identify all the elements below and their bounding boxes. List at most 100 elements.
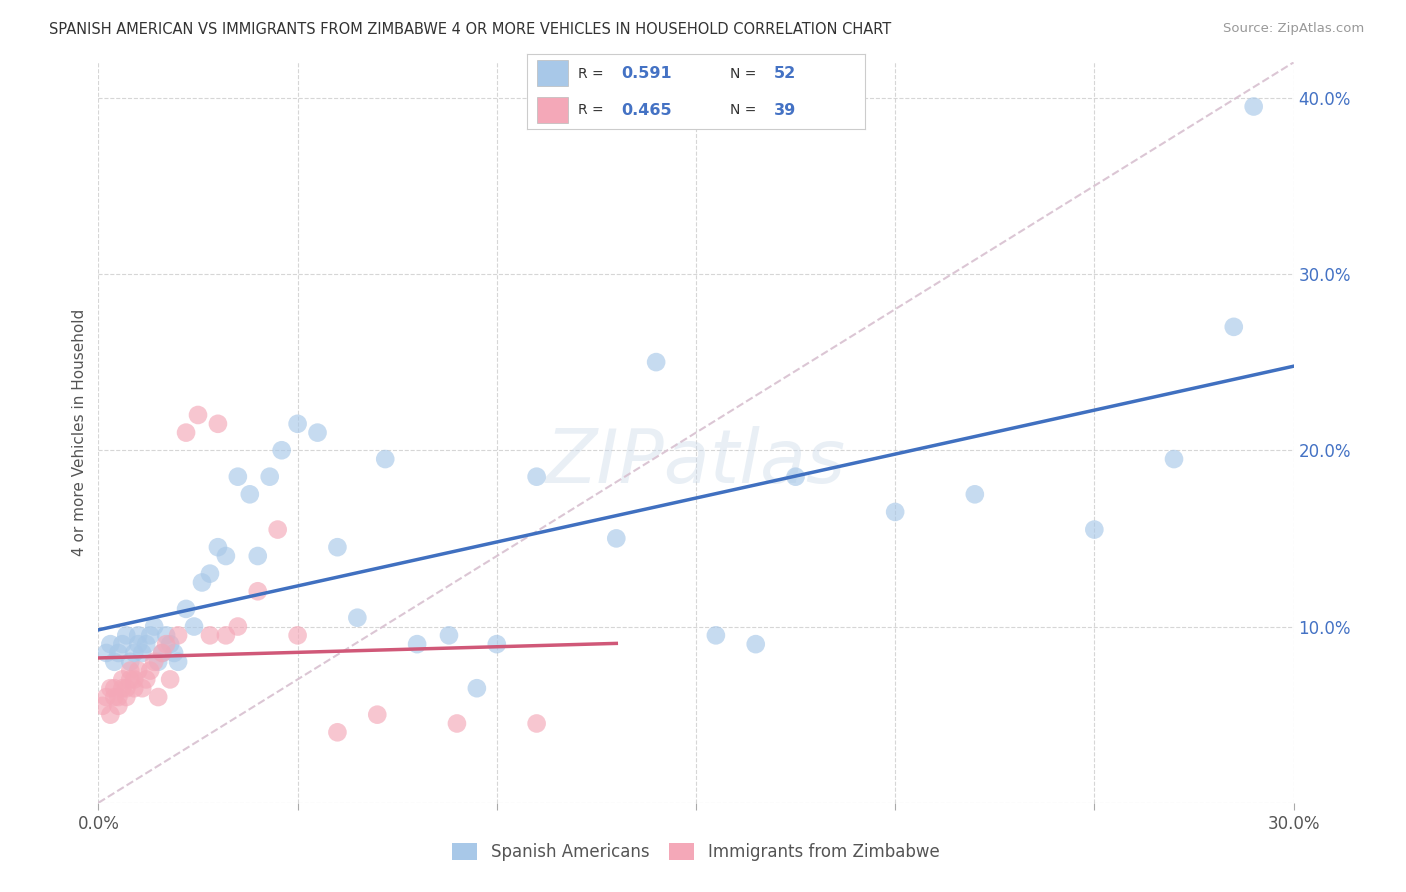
FancyBboxPatch shape <box>537 60 568 87</box>
Point <box>215 628 238 642</box>
Point <box>465 681 488 696</box>
Text: ZIPatlas: ZIPatlas <box>546 426 846 499</box>
Point <box>150 646 173 660</box>
Point <box>124 681 146 696</box>
Point <box>326 725 349 739</box>
Point <box>307 425 329 440</box>
Point <box>107 646 129 660</box>
Point <box>259 469 281 483</box>
Point <box>120 655 142 669</box>
Point <box>115 690 138 704</box>
Point <box>98 707 122 722</box>
Point <box>148 655 170 669</box>
Point <box>239 487 262 501</box>
Point <box>215 549 238 563</box>
Point <box>526 716 548 731</box>
Point <box>143 619 166 633</box>
Point <box>246 584 269 599</box>
Point <box>167 628 190 642</box>
Point <box>120 664 142 678</box>
Point <box>187 408 209 422</box>
Text: Source: ZipAtlas.com: Source: ZipAtlas.com <box>1223 22 1364 36</box>
Point <box>167 655 190 669</box>
Point <box>446 716 468 731</box>
Point <box>159 673 181 687</box>
Point <box>103 690 125 704</box>
Point <box>1243 99 1265 113</box>
Point <box>127 637 149 651</box>
Point <box>131 681 153 696</box>
Point <box>139 628 162 642</box>
Text: R =: R = <box>578 67 607 81</box>
Text: 0.465: 0.465 <box>621 103 672 118</box>
Point <box>605 532 627 546</box>
Point <box>115 628 138 642</box>
Point <box>163 646 186 660</box>
Point <box>485 637 508 651</box>
Point <box>143 655 166 669</box>
Point <box>150 646 173 660</box>
Point <box>745 637 768 651</box>
Point <box>287 628 309 642</box>
Point <box>111 637 134 651</box>
Point <box>103 655 125 669</box>
Point <box>645 355 668 369</box>
Point <box>98 637 122 651</box>
Point <box>127 664 149 678</box>
Point <box>526 469 548 483</box>
Point <box>131 646 153 660</box>
Point <box>326 540 349 554</box>
Point <box>174 602 197 616</box>
Point <box>124 673 146 687</box>
Point <box>1163 452 1185 467</box>
Point <box>148 690 170 704</box>
Point <box>115 681 138 696</box>
Point <box>246 549 269 563</box>
Point <box>704 628 727 642</box>
Point <box>207 417 229 431</box>
Point <box>346 610 368 624</box>
Point <box>159 637 181 651</box>
Point <box>191 575 214 590</box>
Text: N =: N = <box>730 103 761 118</box>
Point <box>1083 523 1105 537</box>
Point <box>198 566 221 581</box>
Point <box>155 637 177 651</box>
Point <box>226 469 249 483</box>
Point <box>963 487 986 501</box>
Point <box>174 425 197 440</box>
Point <box>103 681 125 696</box>
Point <box>111 681 134 696</box>
Point <box>124 646 146 660</box>
Point <box>139 664 162 678</box>
Point <box>91 698 114 713</box>
Point <box>406 637 429 651</box>
Point <box>207 540 229 554</box>
Legend: Spanish Americans, Immigrants from Zimbabwe: Spanish Americans, Immigrants from Zimba… <box>453 843 939 861</box>
Point <box>155 628 177 642</box>
Point <box>96 690 118 704</box>
Text: 0.591: 0.591 <box>621 67 672 81</box>
Text: 52: 52 <box>773 67 796 81</box>
Text: 39: 39 <box>773 103 796 118</box>
Point <box>267 523 290 537</box>
Point <box>226 619 249 633</box>
FancyBboxPatch shape <box>537 96 568 123</box>
Point <box>183 619 205 633</box>
Point <box>785 469 807 483</box>
Point <box>366 707 388 722</box>
Point <box>198 628 221 642</box>
Point <box>287 417 309 431</box>
Point <box>96 646 118 660</box>
Point <box>374 452 396 467</box>
Point <box>884 505 907 519</box>
Text: R =: R = <box>578 103 607 118</box>
Point <box>1223 319 1246 334</box>
Point <box>135 637 157 651</box>
Text: N =: N = <box>730 67 761 81</box>
Point <box>120 673 142 687</box>
Point <box>111 673 134 687</box>
Point <box>107 698 129 713</box>
Point <box>127 628 149 642</box>
Point <box>437 628 460 642</box>
